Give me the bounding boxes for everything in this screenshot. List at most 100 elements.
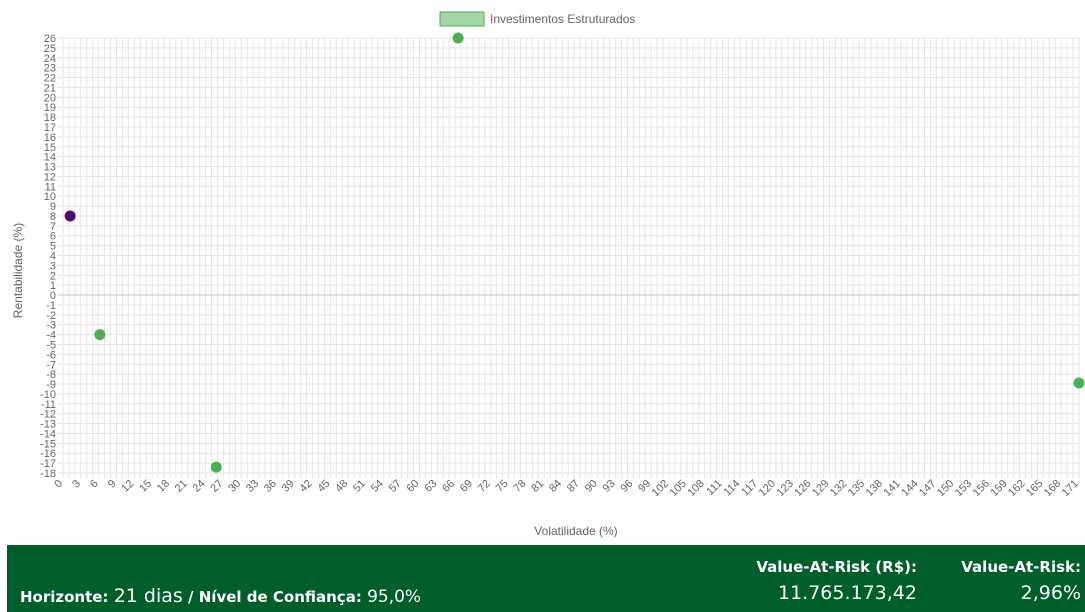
legend: Investimentos Estruturados [439,11,635,27]
horizon-confidence: Horizonte: 21 dias / Nível de Confiança:… [20,585,421,607]
x-tick-label: 147 [917,478,938,499]
x-tick-label: 111 [704,478,724,498]
confidence-value: 95,0% [367,587,422,607]
x-tick-label: 15 [137,478,154,495]
y-tick-label: -13 [40,419,56,431]
y-tick-label: -1 [46,300,56,312]
y-tick-label: 22 [44,73,56,85]
y-tick-label: 5 [50,241,56,253]
y-tick-label: -7 [46,359,56,371]
y-tick-label: -8 [46,369,56,381]
x-tick-label: 156 [971,478,992,499]
data-point[interactable] [210,461,222,473]
y-tick-label: -15 [40,438,56,450]
y-tick-label: 6 [50,231,56,243]
horizon-value: 21 dias [113,585,183,607]
x-tick-label: 9 [106,478,119,491]
x-tick-label: 75 [494,478,511,495]
x-tick-label: 54 [369,478,386,495]
x-tick-label: 138 [864,478,885,499]
data-point[interactable] [1073,377,1085,389]
x-tick-label: 132 [828,478,849,499]
x-tick-label: 153 [953,478,974,499]
y-tick-label: 18 [44,112,56,124]
x-tick-label: 30 [226,478,243,495]
y-tick-label: 26 [44,33,56,45]
x-tick-label: 18 [155,478,172,495]
data-point[interactable] [452,32,464,44]
x-tick-label: 45 [315,478,332,495]
y-tick-label: 9 [50,201,56,213]
x-tick-label: 141 [881,478,902,499]
y-tick-label: -3 [46,320,56,332]
x-tick-label: 12 [119,478,136,495]
y-tick-label: 12 [44,171,56,183]
x-tick-label: 108 [685,478,706,499]
x-axis-label: Volatilidade (%) [534,524,617,538]
x-tick-label: 81 [529,478,546,495]
y-tick-label: -10 [40,389,56,401]
x-tick-label: 105 [668,478,689,499]
x-tick-label: 144 [899,478,920,499]
y-tick-label: 8 [50,211,56,223]
y-tick-label: -16 [40,448,56,460]
y-tick-label: -9 [46,379,56,391]
y-tick-label: 1 [50,280,56,292]
data-point[interactable] [64,210,76,222]
x-tick-label: 126 [792,478,813,499]
y-tick-label: 21 [44,82,56,94]
x-tick-label: 78 [511,478,528,495]
y-tick-label: 10 [44,191,56,203]
y-tick-label: 3 [50,260,56,272]
grid [58,37,1080,478]
x-tick-label: 87 [565,478,582,495]
y-tick-label: -4 [46,330,56,342]
x-tick-label: 63 [422,478,439,495]
y-tick-label: 4 [50,251,56,263]
y-tick-label: -12 [40,409,56,421]
y-tick-label: 25 [44,43,56,55]
x-tick-label: 135 [846,478,867,499]
y-tick-label: 17 [44,122,56,134]
x-tick-label: 165 [1024,478,1045,499]
x-tick-label: 96 [618,478,635,495]
y-tick-label: -6 [46,349,56,361]
x-tick-label: 57 [387,478,404,495]
y-tick-label: 20 [44,92,56,104]
data-point[interactable] [94,329,106,341]
legend-label: Investimentos Estruturados [490,12,635,26]
y-tick-label: -17 [40,458,56,470]
x-tick-label: 66 [440,478,457,495]
x-tick-label: 6 [88,478,101,491]
horizon-label: Horizonte: [20,588,109,606]
x-tick-label: 162 [1006,478,1027,499]
y-tick-label: 23 [44,63,56,75]
confidence-label: / Nível de Confiança: [188,588,362,606]
var-pct-value: 2,96% [1020,582,1081,604]
y-axis-label: Rentabilidade (%) [11,223,25,318]
data-points [64,32,1085,473]
y-tick-label: 11 [45,181,56,193]
x-tick-label: 51 [351,478,368,495]
x-tick-label: 36 [262,478,279,495]
x-tick-label: 102 [650,478,671,499]
x-tick-label: 150 [935,478,956,499]
x-tick-label: 39 [280,478,297,495]
legend-swatch[interactable] [439,11,485,27]
var-rs-value: 11.765.173,42 [777,582,917,604]
x-tick-label: 159 [988,478,1009,499]
y-tick-label: -2 [46,310,56,322]
x-tick-label: 48 [333,478,350,495]
x-tick-label: 33 [244,478,261,495]
y-tick-label: 14 [44,152,56,164]
y-tick-label: 0 [50,290,56,302]
var-pct-label: Value-At-Risk: [961,558,1081,576]
x-tick-label: 3 [70,478,83,491]
y-tick-label: 13 [44,162,56,174]
x-tick-label: 117 [739,478,760,499]
x-tick-label: 42 [298,478,315,495]
x-tick-label: 60 [404,478,421,495]
x-tick-label: 93 [601,478,618,495]
y-axis-ticks: -18-17-16-15-14-13-12-11-10-9-8-7-6-5-4-… [40,33,56,480]
x-axis-ticks: 0 3 6 9 12 15 18 21 24 27 30 33 36 39 42 45 48 51 54 57 60 63… [52,478,1081,499]
